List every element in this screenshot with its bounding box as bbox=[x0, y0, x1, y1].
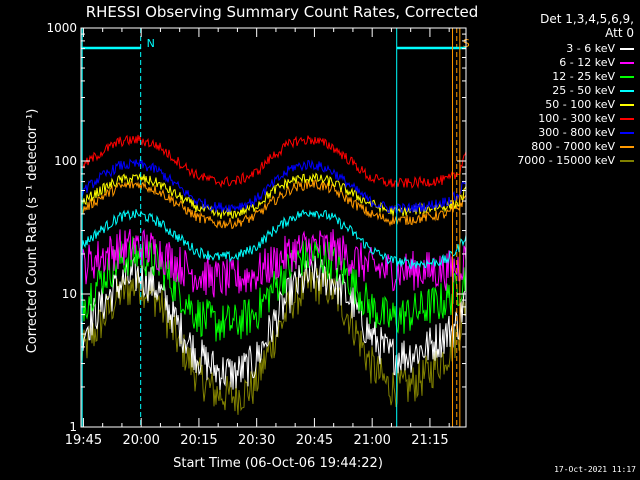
legend-item: 7000 - 15000 keV bbox=[517, 154, 634, 167]
series-line-0 bbox=[80, 255, 467, 390]
legend-label: 300 - 800 keV bbox=[538, 126, 615, 139]
legend-item: 6 - 12 keV bbox=[559, 56, 634, 69]
legend-swatch bbox=[620, 47, 634, 50]
series-line-5 bbox=[80, 134, 467, 189]
series-line-2 bbox=[80, 236, 467, 342]
y-axis-label: Corrected Count Rate (s⁻¹ detector⁻¹) bbox=[25, 109, 40, 354]
legend-label: 12 - 25 keV bbox=[552, 70, 615, 83]
legend-swatch bbox=[620, 145, 634, 148]
legend-swatch bbox=[620, 159, 634, 162]
legend-swatch bbox=[620, 131, 634, 134]
legend-swatch bbox=[620, 75, 634, 78]
legend-label: 800 - 7000 keV bbox=[531, 140, 615, 153]
y-tick-label-3: 1000 bbox=[46, 21, 77, 35]
x-axis-label: Start Time (06-Oct-06 19:44:22) bbox=[173, 456, 383, 471]
x-tick-label-4: 20:45 bbox=[296, 433, 333, 448]
legend-label: 25 - 50 keV bbox=[552, 84, 615, 97]
annotation-label-n: N bbox=[147, 37, 155, 50]
legend-item: 800 - 7000 keV bbox=[531, 140, 634, 153]
x-tick-label-0: 19:45 bbox=[65, 433, 102, 448]
legend-label: 7000 - 15000 keV bbox=[517, 154, 615, 167]
y-tick-label-2: 100 bbox=[54, 154, 77, 168]
legend-label: 50 - 100 keV bbox=[545, 98, 615, 111]
legend-swatch bbox=[620, 61, 634, 64]
legend-swatch bbox=[620, 117, 634, 120]
legend-title: Det 1,3,4,5,6,9, Att 0 bbox=[540, 12, 634, 40]
series-line-7 bbox=[80, 179, 467, 230]
legend-label: 100 - 300 keV bbox=[538, 112, 615, 125]
series-line-3 bbox=[80, 209, 467, 269]
legend-item: 3 - 6 keV bbox=[566, 42, 634, 55]
legend-item: 25 - 50 keV bbox=[552, 84, 634, 97]
plot-frame bbox=[80, 27, 467, 428]
x-tick-label-1: 20:00 bbox=[122, 433, 159, 448]
legend-title-line-1: Det 1,3,4,5,6,9, bbox=[540, 12, 634, 26]
series-line-6 bbox=[80, 158, 467, 215]
chart-title: RHESSI Observing Summary Count Rates, Co… bbox=[86, 3, 479, 21]
legend-item: 300 - 800 keV bbox=[538, 126, 634, 139]
legend-swatch bbox=[620, 89, 634, 92]
legend-item: 12 - 25 keV bbox=[552, 70, 634, 83]
y-tick-label-0: 1 bbox=[69, 420, 77, 434]
x-tick-label-2: 20:15 bbox=[180, 433, 217, 448]
legend-item: 100 - 300 keV bbox=[538, 112, 634, 125]
timestamp: 17-Oct-2021 11:17 bbox=[554, 465, 636, 474]
series-line-4 bbox=[80, 172, 467, 220]
x-tick-label-5: 21:00 bbox=[353, 433, 390, 448]
legend-item: 50 - 100 keV bbox=[545, 98, 634, 111]
legend-swatch bbox=[620, 103, 634, 106]
x-tick-label-3: 20:30 bbox=[238, 433, 275, 448]
legend-label: 3 - 6 keV bbox=[566, 42, 615, 55]
legend-title-line-2: Att 0 bbox=[605, 26, 634, 40]
series-line-1 bbox=[80, 228, 467, 298]
series-line-8 bbox=[80, 265, 467, 415]
x-tick-label-6: 21:15 bbox=[411, 433, 448, 448]
legend-label: 6 - 12 keV bbox=[559, 56, 615, 69]
y-tick-label-1: 10 bbox=[62, 287, 77, 301]
